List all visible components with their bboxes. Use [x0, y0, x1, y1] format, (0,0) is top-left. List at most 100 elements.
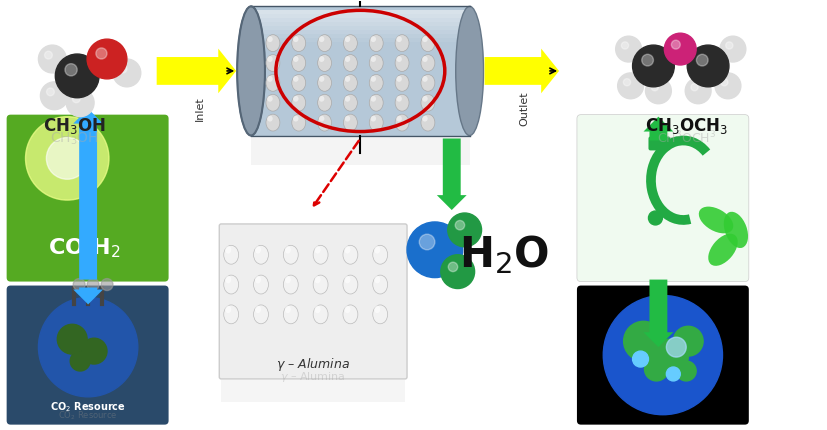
Ellipse shape [421, 55, 435, 71]
FancyArrow shape [643, 117, 673, 141]
Text: CH$_3$OH: CH$_3$OH [43, 116, 106, 135]
FancyBboxPatch shape [251, 30, 470, 34]
Circle shape [633, 45, 674, 87]
Ellipse shape [224, 305, 239, 324]
Circle shape [603, 295, 723, 415]
Ellipse shape [343, 114, 357, 131]
Ellipse shape [319, 96, 324, 102]
Circle shape [87, 39, 127, 79]
Ellipse shape [395, 114, 409, 131]
Ellipse shape [345, 246, 351, 254]
Ellipse shape [370, 76, 376, 82]
Ellipse shape [319, 116, 324, 122]
Circle shape [101, 279, 113, 291]
Circle shape [667, 337, 686, 357]
Circle shape [81, 338, 107, 364]
Ellipse shape [267, 116, 273, 122]
Circle shape [621, 42, 629, 49]
Circle shape [46, 138, 88, 179]
Ellipse shape [422, 116, 428, 122]
Ellipse shape [343, 305, 358, 324]
Circle shape [419, 234, 435, 250]
Ellipse shape [284, 245, 299, 264]
Text: CO/H$_2$: CO/H$_2$ [48, 236, 121, 260]
Ellipse shape [292, 114, 306, 131]
Ellipse shape [254, 275, 269, 294]
Ellipse shape [254, 245, 269, 264]
Ellipse shape [396, 96, 402, 102]
Ellipse shape [370, 94, 383, 111]
Ellipse shape [422, 96, 428, 102]
Ellipse shape [314, 246, 321, 254]
Ellipse shape [266, 94, 280, 111]
Ellipse shape [318, 114, 332, 131]
Ellipse shape [314, 276, 321, 283]
Circle shape [119, 65, 127, 73]
Ellipse shape [421, 74, 435, 91]
Circle shape [715, 73, 741, 99]
Ellipse shape [266, 35, 280, 52]
Circle shape [673, 326, 703, 356]
Circle shape [87, 279, 99, 291]
Ellipse shape [375, 306, 380, 313]
Ellipse shape [225, 306, 232, 313]
Circle shape [667, 367, 681, 381]
Ellipse shape [343, 74, 357, 91]
Ellipse shape [345, 276, 351, 283]
Circle shape [672, 40, 681, 49]
Ellipse shape [267, 56, 273, 62]
Text: H$_2$O: H$_2$O [459, 233, 550, 276]
Circle shape [644, 357, 668, 381]
Ellipse shape [708, 233, 738, 266]
Ellipse shape [421, 94, 435, 111]
Circle shape [448, 262, 457, 272]
Ellipse shape [293, 56, 299, 62]
Ellipse shape [699, 206, 734, 233]
Ellipse shape [375, 276, 380, 283]
Ellipse shape [395, 94, 409, 111]
FancyArrow shape [643, 280, 673, 347]
Ellipse shape [421, 35, 435, 52]
Circle shape [615, 36, 642, 62]
Circle shape [441, 255, 475, 289]
Ellipse shape [345, 36, 350, 42]
Circle shape [26, 117, 109, 200]
Ellipse shape [456, 6, 484, 135]
Ellipse shape [370, 56, 376, 62]
Circle shape [46, 88, 55, 96]
Ellipse shape [224, 245, 239, 264]
Circle shape [686, 78, 711, 104]
Ellipse shape [345, 76, 350, 82]
FancyBboxPatch shape [251, 38, 470, 42]
Ellipse shape [313, 245, 328, 264]
FancyBboxPatch shape [222, 380, 405, 402]
Circle shape [447, 213, 481, 247]
Ellipse shape [255, 276, 261, 283]
Ellipse shape [343, 55, 357, 71]
Ellipse shape [313, 275, 328, 294]
Ellipse shape [266, 74, 280, 91]
FancyBboxPatch shape [251, 34, 470, 38]
Circle shape [70, 351, 90, 371]
Circle shape [642, 54, 653, 66]
Ellipse shape [313, 305, 328, 324]
Ellipse shape [345, 96, 350, 102]
Ellipse shape [373, 305, 388, 324]
Ellipse shape [343, 94, 357, 111]
Text: CH$_3$OH: CH$_3$OH [50, 130, 98, 147]
FancyBboxPatch shape [251, 138, 470, 165]
Circle shape [73, 95, 80, 103]
Ellipse shape [293, 36, 299, 42]
Ellipse shape [284, 275, 299, 294]
Ellipse shape [267, 76, 273, 82]
Circle shape [38, 45, 66, 73]
Ellipse shape [396, 36, 402, 42]
Ellipse shape [318, 94, 332, 111]
Ellipse shape [266, 114, 280, 131]
Circle shape [66, 89, 94, 117]
FancyArrow shape [156, 49, 237, 93]
Ellipse shape [318, 55, 332, 71]
FancyBboxPatch shape [7, 286, 169, 425]
Ellipse shape [284, 246, 291, 254]
Ellipse shape [293, 76, 299, 82]
